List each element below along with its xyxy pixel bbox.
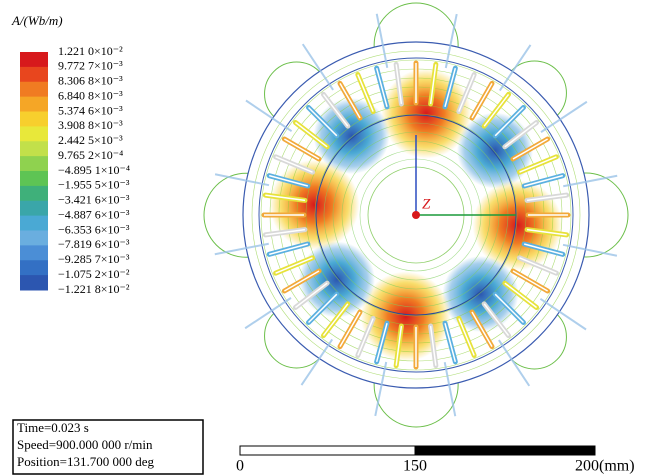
colorbar-swatch — [20, 97, 48, 112]
page: A/(Wb/m) Z Time=0.023 s Speed=900.000 00… — [0, 0, 662, 475]
legend-label: −1.075 2×10⁻² — [58, 267, 130, 281]
colorbar-swatch — [20, 260, 48, 275]
colorbar-swatch — [20, 82, 48, 97]
scale-bar-white — [240, 446, 415, 455]
scale-bar-black — [415, 446, 595, 455]
legend-label: −1.955 5×10⁻³ — [58, 178, 130, 192]
legend-title: A/(Wb/m) — [11, 13, 63, 28]
colorbar-swatch — [20, 275, 48, 290]
origin — [412, 211, 420, 219]
info-speed: Speed=900.000 000 r/min — [17, 437, 153, 452]
info-time: Time=0.023 s — [17, 420, 89, 435]
colorbar-swatch — [20, 52, 48, 67]
legend-label: 9.765 2×10⁻⁴ — [58, 148, 123, 162]
scale-label: 0 — [236, 458, 244, 475]
legend-label: −7.819 6×10⁻³ — [58, 237, 130, 251]
colorbar-swatch — [20, 156, 48, 171]
colorbar-swatch — [20, 186, 48, 201]
colorbar-swatch — [20, 231, 48, 246]
colorbar-swatch — [20, 126, 48, 141]
legend-label: 8.306 8×10⁻³ — [58, 74, 123, 88]
colorbar-swatch — [20, 112, 48, 127]
colorbar-swatch — [20, 201, 48, 216]
legend-label: 1.221 0×10⁻² — [58, 44, 123, 58]
colorbar-swatch — [20, 67, 48, 82]
legend-label: 6.840 8×10⁻³ — [58, 88, 123, 102]
legend-label: −4.887 6×10⁻³ — [58, 207, 130, 221]
info-position: Position=131.700 000 deg — [17, 454, 154, 469]
colorbar-swatch — [20, 245, 48, 260]
legend-label: 5.374 6×10⁻³ — [58, 103, 123, 117]
legend-label: 3.908 8×10⁻³ — [58, 118, 123, 132]
legend-label: −1.221 8×10⁻² — [58, 282, 130, 296]
scale-label: 150 — [403, 458, 427, 475]
legend-label: −6.353 6×10⁻³ — [58, 222, 130, 236]
motor-field-plot: Z — [204, 3, 628, 427]
colorbar-swatch — [20, 171, 48, 186]
legend-label: 2.442 5×10⁻³ — [58, 133, 123, 147]
legend-label: −9.285 7×10⁻³ — [58, 252, 130, 266]
axis-label: Z — [422, 196, 431, 212]
legend-label: 9.772 7×10⁻³ — [58, 59, 123, 73]
scale-label: 200(mm) — [575, 458, 635, 475]
legend-label: −3.421 6×10⁻³ — [58, 193, 130, 207]
colorbar-swatch — [20, 141, 48, 156]
colorbar-swatch — [20, 216, 48, 231]
legend-label: −4.895 1×10⁻⁴ — [58, 163, 130, 177]
